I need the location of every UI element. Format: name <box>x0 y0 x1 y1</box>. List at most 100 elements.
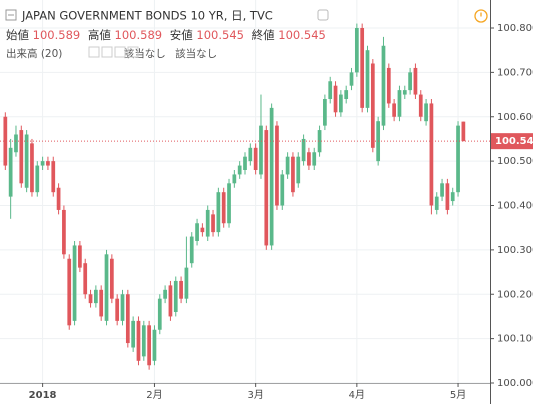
candle-body <box>163 289 167 299</box>
candle-body <box>14 134 18 153</box>
candle-body <box>413 67 418 95</box>
volume-settings-icon[interactable] <box>127 46 139 58</box>
candle-body <box>125 294 130 344</box>
candle-body <box>248 147 253 162</box>
candle-body <box>418 94 423 117</box>
y-tick-label: 100.600 <box>497 112 533 123</box>
candle-body <box>24 134 29 188</box>
candle-body <box>3 116 8 166</box>
candle-body <box>83 263 88 295</box>
plot <box>0 23 490 370</box>
candle-body <box>339 94 343 113</box>
candle-body <box>301 138 306 162</box>
candle-body <box>51 161 56 193</box>
volume-settings-icon[interactable] <box>88 46 100 58</box>
candle-body <box>360 28 365 108</box>
candle-body <box>397 90 402 117</box>
y-tick-label: 100.800 <box>497 23 533 34</box>
y-tick-label: 100.000 <box>497 378 533 389</box>
candle-body <box>232 174 237 184</box>
candle-body <box>349 72 354 86</box>
candle-body <box>109 258 114 299</box>
x-tick-label: 2月 <box>146 389 162 401</box>
candle-body <box>67 258 72 326</box>
candle-body <box>445 183 450 210</box>
candle-body <box>168 285 173 317</box>
candle-body <box>323 99 327 126</box>
candle-body <box>221 192 226 224</box>
candle-body <box>370 63 375 148</box>
candle-body <box>317 130 322 153</box>
candle-body <box>440 183 444 197</box>
candle-body <box>147 325 151 366</box>
candle-body <box>424 103 428 122</box>
candle-body <box>456 125 460 193</box>
candle-body <box>189 236 194 264</box>
candle-body <box>450 192 455 202</box>
candle-body <box>237 165 242 175</box>
legend-value: 100.589 <box>115 28 163 42</box>
candle-body <box>365 50 370 108</box>
ohlc-legend: 始値 100.589 高値 100.589 安値 100.545 終値 100.… <box>6 28 326 42</box>
candle-body <box>264 130 269 246</box>
legend-label: 安値 <box>170 28 193 42</box>
candle-body <box>429 103 434 206</box>
candle-body <box>461 121 466 142</box>
legend-label: 始値 <box>6 28 29 42</box>
candle-body <box>227 183 231 224</box>
candle-body <box>35 165 40 193</box>
candle-body <box>78 245 82 268</box>
candle-body <box>72 245 77 321</box>
legend-value: 100.545 <box>278 28 326 42</box>
candle-body <box>328 81 333 99</box>
candle-body <box>296 156 301 184</box>
x-tick-label: 5月 <box>450 389 466 401</box>
candle-body <box>19 130 24 184</box>
candle-body <box>152 329 157 361</box>
candle-body <box>259 125 263 175</box>
y-tick-label: 100.400 <box>497 201 533 212</box>
candle-body <box>94 289 98 304</box>
candle-body <box>120 294 125 321</box>
last-price-badge <box>491 133 533 150</box>
candle-body <box>136 320 141 361</box>
candle-body <box>40 161 45 166</box>
candle-body <box>344 90 349 99</box>
last-price-label: 100.545 <box>495 136 533 147</box>
legend-value: 100.545 <box>196 28 244 42</box>
legend-label: 高値 <box>88 28 111 42</box>
candle-body <box>8 147 13 197</box>
candle-body <box>30 143 34 193</box>
volume-settings-icon[interactable] <box>114 46 126 58</box>
candle-body <box>62 209 66 255</box>
candle-body <box>291 156 295 193</box>
warning-icon[interactable] <box>474 9 488 23</box>
candle-body <box>285 156 290 175</box>
candle-body <box>115 298 120 321</box>
candle-body <box>200 227 205 233</box>
volume-label: 出来高 (20) <box>6 47 62 60</box>
candle-body <box>104 254 109 321</box>
candle-body <box>381 45 386 126</box>
candle-body <box>354 28 359 73</box>
legend-value: 100.589 <box>33 28 81 42</box>
candle-body <box>253 147 258 170</box>
ticks: 100.000 100.100 100.200 100.300 100.400 100.5… <box>29 23 533 401</box>
x-tick-label: 3月 <box>247 389 263 401</box>
candle-body <box>280 174 285 206</box>
candle-body <box>99 289 104 317</box>
candle-body <box>312 152 317 166</box>
y-tick-label: 100.500 <box>497 156 533 167</box>
settings-icon[interactable] <box>317 9 329 21</box>
candle-body <box>269 107 274 246</box>
x-tick-label: 4月 <box>349 389 365 401</box>
candle-body <box>408 72 412 91</box>
candle-body <box>141 325 146 357</box>
volume-value: 該当なし <box>175 47 217 60</box>
volume-value: 該当なし <box>124 47 166 60</box>
volume-settings-icon[interactable] <box>101 46 113 58</box>
candle-body <box>211 214 215 233</box>
candle-body <box>205 209 210 237</box>
x-tick-label: 2018 <box>29 390 57 401</box>
